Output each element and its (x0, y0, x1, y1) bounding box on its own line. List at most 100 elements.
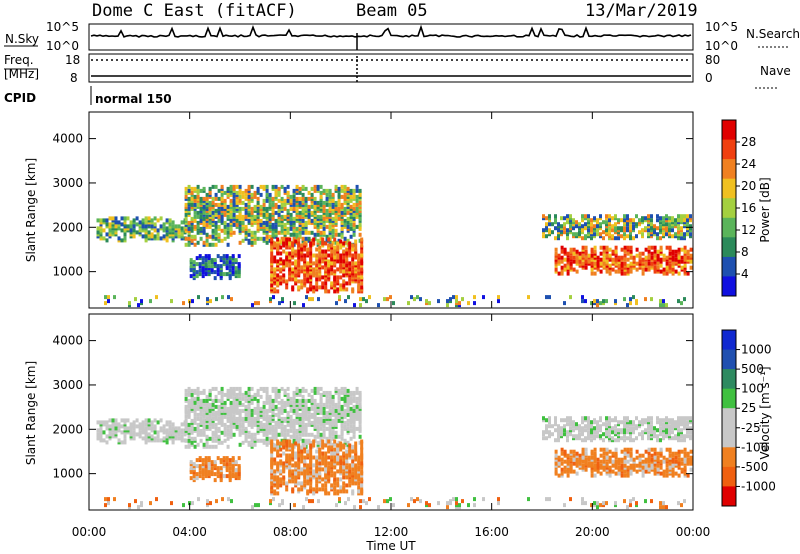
heatmap-cell (566, 467, 570, 472)
heatmap-cell (602, 257, 606, 262)
heatmap-cell (315, 449, 319, 454)
heatmap-cell (572, 469, 576, 474)
heatmap-cell (638, 457, 642, 462)
heatmap-cell (677, 428, 680, 433)
heatmap-cell (602, 236, 605, 241)
heatmap-cell (572, 247, 576, 252)
heatmap-cell (328, 390, 332, 395)
heatmap-cell (120, 418, 124, 423)
heatmap-cell (608, 449, 612, 454)
heatmap-cell (330, 473, 334, 478)
heatmap-cell (647, 451, 651, 456)
heatmap-cell (482, 295, 485, 300)
heatmap-cell (357, 257, 361, 262)
heatmap-cell (352, 408, 356, 413)
heatmap-cell (629, 255, 633, 260)
heatmap-cell (632, 218, 635, 223)
heatmap-cell (635, 261, 639, 266)
heatmap-cell (680, 247, 684, 252)
heatmap-cell (298, 186, 302, 191)
heatmap-cell (202, 210, 206, 215)
heatmap-cell (235, 222, 239, 227)
heatmap-cell (638, 432, 641, 437)
heatmap-cell (345, 281, 349, 286)
heatmap-cell (190, 436, 194, 441)
heatmap-cell (208, 444, 212, 449)
heatmap-cell (288, 251, 292, 256)
heatmap-cell (343, 222, 347, 227)
heatmap-cell (316, 424, 320, 429)
heatmap-cell (343, 420, 347, 425)
heatmap-cell (668, 251, 672, 256)
heatmap-cell (575, 224, 578, 229)
heatmap-cell (357, 271, 361, 276)
heatmap-cell (132, 420, 136, 425)
heatmap-cell (280, 228, 284, 233)
heatmap-cell (584, 428, 587, 433)
heatmap-cell (232, 424, 236, 429)
heatmap-cell (318, 455, 322, 460)
heatmap-cell (662, 434, 665, 439)
heatmap-cell (271, 404, 275, 409)
heatmap-cell (310, 230, 314, 235)
heatmap-cell (336, 443, 340, 448)
heatmap-cell (223, 438, 227, 443)
heatmap-cell (202, 418, 206, 423)
heatmap-cell (355, 224, 359, 229)
heatmap-cell (213, 270, 217, 275)
heatmap-cell (557, 461, 561, 466)
heatmap-cell (587, 253, 591, 258)
heatmap-cell (223, 406, 227, 411)
heatmap-cell (560, 265, 564, 270)
heatmap-cell (319, 202, 323, 207)
heatmap-cell (168, 228, 172, 233)
heatmap-cell (217, 188, 221, 193)
heatmap-cell (560, 426, 563, 431)
heatmap-cell (355, 400, 359, 405)
heatmap-cell (214, 386, 218, 391)
heatmap-cell (581, 295, 584, 300)
heatmap-cell (359, 303, 362, 308)
heatmap-cell (352, 194, 356, 199)
heatmap-cell (566, 416, 569, 421)
heatmap-cell (222, 272, 226, 277)
heatmap-cell (578, 424, 581, 429)
heatmap-cell (177, 436, 181, 441)
heatmap-cell (348, 483, 352, 488)
colorbar-swatch (722, 237, 736, 258)
heatmap-cell (322, 432, 326, 437)
heatmap-cell (623, 214, 626, 219)
heatmap-cell (653, 447, 657, 452)
heatmap-cell (247, 238, 251, 243)
heatmap-cell (644, 216, 647, 221)
heatmap-cell (596, 430, 599, 435)
heatmap-cell (301, 236, 305, 241)
heatmap-cell (650, 218, 653, 223)
heatmap-cell (354, 441, 358, 446)
heatmap-cell (313, 204, 317, 209)
heatmap-cell (650, 420, 653, 425)
heatmap-cell (360, 483, 364, 488)
heatmap-cell (244, 426, 248, 431)
heatmap-cell (569, 224, 572, 229)
heatmap-cell (560, 245, 564, 250)
heatmap-cell (563, 424, 566, 429)
heatmap-cell (632, 295, 635, 300)
heatmap-cell (214, 394, 218, 399)
heatmap-cell (590, 438, 593, 443)
heatmap-cell (238, 206, 242, 211)
heatmap-cell (211, 430, 215, 435)
heatmap-cell (346, 224, 350, 229)
heatmap-cell (569, 214, 572, 219)
heatmap-cell (340, 436, 344, 441)
heatmap-cell (297, 237, 301, 242)
heatmap-cell (285, 439, 289, 444)
heatmap-cell (228, 466, 232, 471)
heatmap-cell (336, 481, 340, 486)
cpid-value: normal 150 (95, 92, 172, 106)
heatmap-cell (208, 426, 212, 431)
heatmap-cell (342, 443, 346, 448)
heatmap-cell (309, 251, 313, 256)
heatmap-cell (358, 238, 362, 243)
heatmap-cell (291, 449, 295, 454)
